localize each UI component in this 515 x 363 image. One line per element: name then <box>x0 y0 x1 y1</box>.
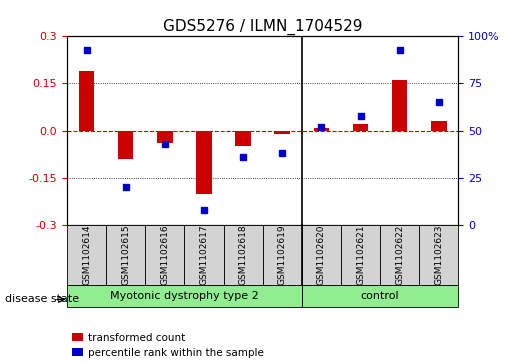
Text: Myotonic dystrophy type 2: Myotonic dystrophy type 2 <box>110 291 259 301</box>
Bar <box>67 285 302 307</box>
Bar <box>106 225 145 285</box>
Bar <box>235 131 251 146</box>
Text: GSM1102623: GSM1102623 <box>434 225 443 285</box>
Bar <box>145 225 184 285</box>
Text: disease state: disease state <box>5 294 79 305</box>
Bar <box>314 127 329 131</box>
Bar <box>224 225 263 285</box>
Text: GSM1102614: GSM1102614 <box>82 225 91 285</box>
Bar <box>196 131 212 193</box>
Bar <box>419 225 458 285</box>
Text: control: control <box>361 291 400 301</box>
Text: GSM1102618: GSM1102618 <box>238 225 248 285</box>
Bar <box>274 131 290 134</box>
Text: GSM1102622: GSM1102622 <box>395 225 404 285</box>
Bar <box>302 225 341 285</box>
Legend: transformed count, percentile rank within the sample: transformed count, percentile rank withi… <box>72 333 264 358</box>
Text: GSM1102617: GSM1102617 <box>199 225 209 285</box>
Bar <box>67 225 106 285</box>
Text: GSM1102615: GSM1102615 <box>121 225 130 285</box>
Bar <box>353 125 368 131</box>
Bar <box>157 131 173 143</box>
Title: GDS5276 / ILMN_1704529: GDS5276 / ILMN_1704529 <box>163 19 363 35</box>
Bar <box>380 225 419 285</box>
Bar <box>118 131 133 159</box>
Text: GSM1102620: GSM1102620 <box>317 225 326 285</box>
Text: GSM1102616: GSM1102616 <box>160 225 169 285</box>
Text: GSM1102621: GSM1102621 <box>356 225 365 285</box>
Bar <box>184 225 224 285</box>
Bar <box>263 225 302 285</box>
Bar <box>431 121 447 131</box>
Text: GSM1102619: GSM1102619 <box>278 225 287 285</box>
Bar <box>392 80 407 131</box>
Bar <box>79 71 94 131</box>
Bar <box>341 225 380 285</box>
Bar <box>302 285 458 307</box>
